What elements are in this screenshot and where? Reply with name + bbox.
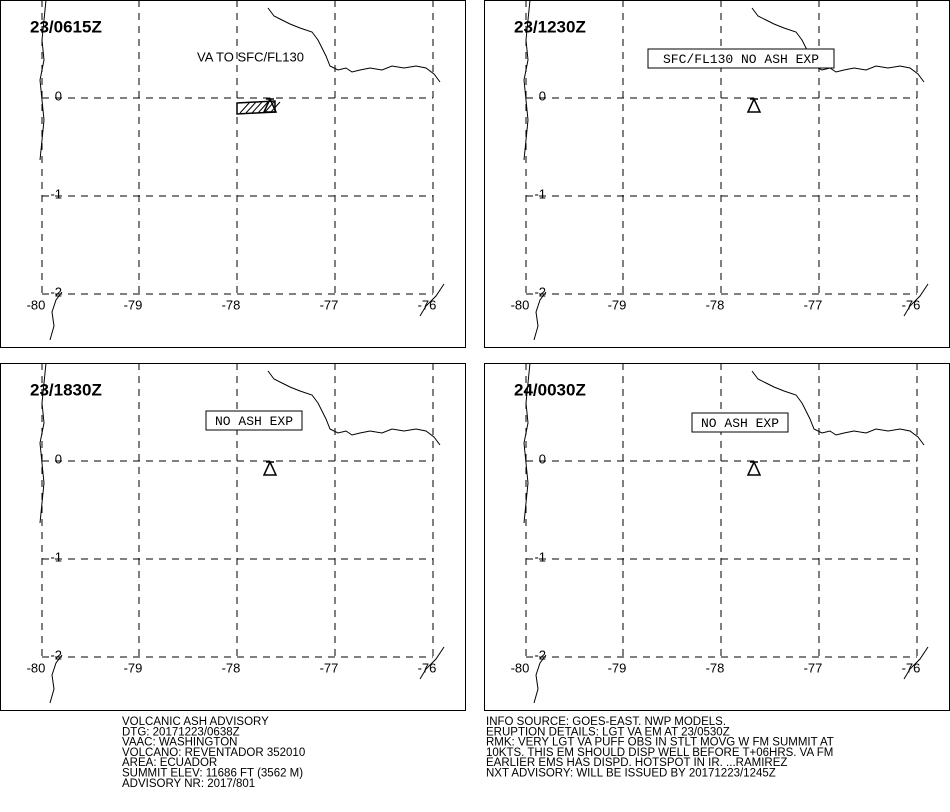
coastline — [419, 646, 445, 680]
lon-label: -80 — [511, 660, 530, 675]
advisory-line: NXT ADVISORY: WILL BE ISSUED BY 20171223… — [486, 768, 776, 780]
coastline — [267, 370, 441, 446]
lat-label: 0 — [55, 451, 62, 466]
advisory-line: INFO SOURCE: GOES-EAST. NWP MODELS. — [486, 716, 726, 728]
lon-label: -80 — [27, 660, 46, 675]
coastline — [533, 654, 547, 704]
hatch — [245, 101, 257, 114]
coastline — [523, 362, 531, 524]
lon-label: -77 — [804, 660, 823, 675]
lon-label: -79 — [124, 297, 143, 312]
annotation: VA TO SFC/FL130 — [197, 49, 304, 64]
lat-label: -1 — [50, 186, 62, 201]
annotation-box — [647, 48, 835, 69]
panel-frame — [0, 0, 466, 348]
lat-label: -1 — [534, 549, 546, 564]
coastline — [39, 362, 47, 524]
advisory-line: EARLIER EMS HAS DISPD. HOTSPOT IN IR. ..… — [486, 757, 787, 769]
valid-time: 23/0615Z — [30, 17, 102, 36]
coastline — [903, 283, 929, 317]
advisory-line: 10KTS. THIS EM SHOULD DISP WELL BEFORE T… — [486, 747, 833, 759]
lat-label: 0 — [539, 451, 546, 466]
advisory-line: RMK: VERY LGT VA PUFF OBS IN STLT MOVG W… — [486, 737, 834, 749]
lon-label: -76 — [902, 297, 921, 312]
lon-label: -78 — [706, 660, 725, 675]
lon-label: -76 — [418, 660, 437, 675]
advisory-line: ERUPTION DETAILS: LGT VA EM AT 23/0530Z — [486, 726, 730, 738]
coastline — [49, 654, 63, 704]
lat-label: -2 — [50, 647, 62, 662]
lat-label: 0 — [539, 88, 546, 103]
coastline — [903, 646, 929, 680]
hatch — [251, 101, 263, 114]
valid-time: 24/0030Z — [514, 380, 586, 399]
advisory-line: AREA: ECUADOR — [122, 757, 217, 769]
hatch — [269, 101, 281, 114]
lon-label: -79 — [124, 660, 143, 675]
volcano-symbol — [746, 97, 762, 113]
lon-label: -77 — [804, 297, 823, 312]
lon-label: -76 — [418, 297, 437, 312]
coastline — [523, 0, 531, 161]
annotation: NO ASH EXP — [215, 414, 293, 429]
coastline — [419, 283, 445, 317]
lat-label: -2 — [50, 284, 62, 299]
map-panel: -80 -79 -78 -77 -76 0 -1 -2 23/1230Z SFC/FL130 NO… — [484, 0, 950, 348]
lon-label: -78 — [706, 297, 725, 312]
lat-label: -2 — [534, 284, 546, 299]
coastline — [49, 291, 63, 341]
volcano-symbol — [262, 97, 278, 113]
valid-time: 23/1830Z — [30, 380, 102, 399]
advisory-line: VAAC: WASHINGTON — [122, 737, 237, 749]
lon-label: -77 — [320, 297, 339, 312]
advisory-line: VOLCANIC ASH ADVISORY — [122, 716, 269, 728]
hatch — [257, 101, 269, 114]
map-panel: -80 -79 -78 -77 -76 0 -1 -2 23/0615Z VA TO SFC/FL… — [0, 0, 466, 348]
volcano-symbol — [746, 460, 762, 476]
advisory-line: ADVISORY NR: 2017/801 — [122, 778, 255, 790]
advisory-line: VOLCANO: REVENTADOR 352010 — [122, 747, 305, 759]
lat-label: 0 — [55, 88, 62, 103]
annotation-box — [691, 412, 789, 433]
lat-label: -1 — [534, 186, 546, 201]
lon-label: -80 — [27, 297, 46, 312]
annotation-box — [205, 410, 303, 431]
coastline — [267, 7, 441, 83]
lon-label: -77 — [320, 660, 339, 675]
coastline — [39, 0, 47, 161]
annotation: SFC/FL130 NO ASH EXP — [663, 52, 819, 67]
lon-label: -78 — [222, 297, 241, 312]
lon-label: -79 — [608, 297, 627, 312]
lon-label: -80 — [511, 297, 530, 312]
volcano-symbol — [262, 460, 278, 476]
annotation: NO ASH EXP — [701, 416, 779, 431]
coastline — [533, 291, 547, 341]
valid-time: 23/1230Z — [514, 17, 586, 36]
panel-frame — [0, 363, 466, 711]
advisory-line: SUMMIT ELEV: 11686 FT (3562 M) — [122, 768, 303, 780]
lon-label: -79 — [608, 660, 627, 675]
map-panel: -80 -79 -78 -77 -76 0 -1 -2 23/1830Z NO ASH EXP — [0, 362, 466, 711]
advisory-line: DTG: 20171223/0638Z — [122, 726, 240, 738]
hatch — [239, 101, 251, 114]
coastline — [751, 370, 925, 446]
lon-label: -78 — [222, 660, 241, 675]
lat-label: -1 — [50, 549, 62, 564]
map-panel: -80 -79 -78 -77 -76 0 -1 -2 24/0030Z NO ASH EXP — [484, 362, 950, 711]
lon-label: -76 — [902, 660, 921, 675]
coastline — [751, 7, 925, 83]
lat-label: -2 — [534, 647, 546, 662]
